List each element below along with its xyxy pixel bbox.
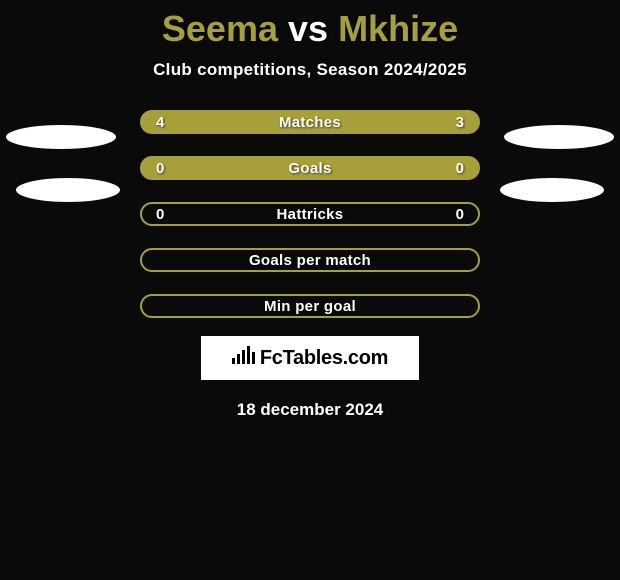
logo-text: FcTables.com bbox=[260, 347, 388, 370]
stat-row: 4 Matches 3 bbox=[140, 110, 480, 134]
vs-separator: vs bbox=[288, 8, 328, 49]
stat-row: Goals per match bbox=[140, 248, 480, 272]
stat-row: Min per goal bbox=[140, 294, 480, 318]
stat-right-value: 0 bbox=[456, 206, 464, 223]
player2-chip-1 bbox=[504, 125, 614, 149]
stat-row: 0 Hattricks 0 bbox=[140, 202, 480, 226]
player1-name: Seema bbox=[162, 8, 278, 49]
logo-box[interactable]: FcTables.com bbox=[201, 336, 419, 380]
stat-left-value: 4 bbox=[156, 114, 164, 131]
logo-bars-icon bbox=[232, 346, 255, 364]
stat-label: Min per goal bbox=[264, 298, 356, 315]
stat-right-value: 0 bbox=[456, 160, 464, 177]
date: 18 december 2024 bbox=[0, 400, 620, 420]
stat-label: Matches bbox=[279, 114, 341, 131]
player2-chip-2 bbox=[500, 178, 604, 202]
page-title: Seema vs Mkhize bbox=[0, 0, 620, 50]
player2-name: Mkhize bbox=[338, 8, 458, 49]
stat-row: 0 Goals 0 bbox=[140, 156, 480, 180]
stat-label: Goals per match bbox=[249, 252, 371, 269]
stat-left-value: 0 bbox=[156, 160, 164, 177]
stat-label: Goals bbox=[288, 160, 331, 177]
stat-right-value: 3 bbox=[456, 114, 464, 131]
subtitle: Club competitions, Season 2024/2025 bbox=[0, 60, 620, 80]
stat-left-value: 0 bbox=[156, 206, 164, 223]
player1-chip-1 bbox=[6, 125, 116, 149]
player1-chip-2 bbox=[16, 178, 120, 202]
stat-label: Hattricks bbox=[277, 206, 344, 223]
